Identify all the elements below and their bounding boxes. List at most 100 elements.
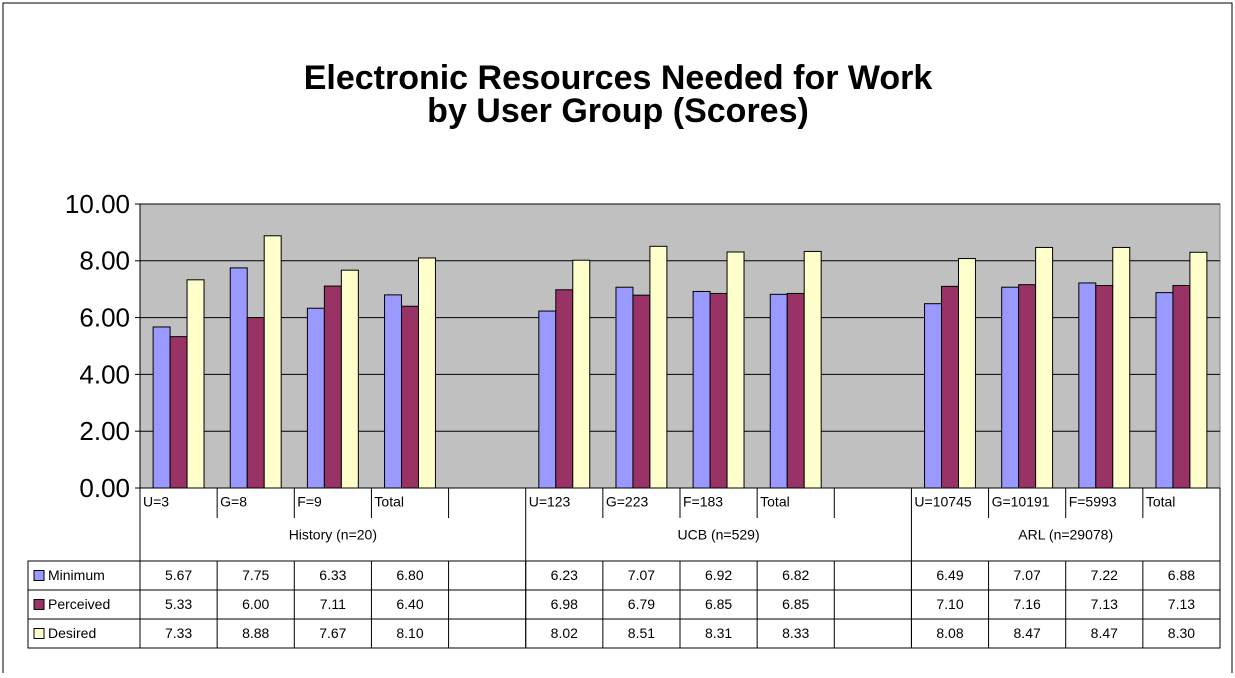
bar — [401, 305, 419, 489]
table-value: 7.07 — [1014, 567, 1041, 583]
legend-label: Minimum — [48, 567, 105, 583]
bar — [246, 317, 265, 489]
y-tick-label: 6.00 — [79, 302, 130, 332]
bar — [709, 292, 728, 489]
table-value: 8.08 — [936, 625, 963, 641]
bar — [306, 307, 325, 489]
table-value: 6.80 — [396, 567, 423, 583]
group-label: History (n=20) — [289, 527, 377, 543]
y-tick-label: 2.00 — [79, 416, 130, 446]
table-value: 8.88 — [242, 625, 269, 641]
table-value: 6.85 — [705, 596, 732, 612]
bar — [1095, 285, 1114, 489]
y-tick-label: 0.00 — [79, 473, 130, 503]
legend-key — [33, 570, 45, 581]
x-tick-label: U=10745 — [914, 494, 971, 510]
y-tick-label: 10.00 — [65, 189, 130, 219]
table-value: 5.67 — [165, 567, 192, 583]
bar — [340, 269, 359, 489]
bar — [692, 290, 711, 489]
table-value: 6.92 — [705, 567, 732, 583]
bar — [726, 251, 745, 489]
bar — [1001, 286, 1020, 489]
bar — [957, 258, 976, 489]
x-tick-label: F=183 — [683, 494, 723, 510]
x-tick-label: Total — [1146, 494, 1176, 510]
bar — [1018, 284, 1037, 489]
bar — [384, 294, 403, 489]
bar — [1035, 246, 1054, 489]
legend-key — [33, 628, 45, 639]
x-tick-label: U=123 — [529, 494, 571, 510]
legend-label: Perceived — [48, 596, 110, 612]
table-value: 7.22 — [1091, 567, 1118, 583]
bar — [169, 336, 188, 489]
x-tick-label: F=9 — [297, 494, 322, 510]
table-value: 7.10 — [936, 596, 963, 612]
table-value: 6.49 — [936, 567, 963, 583]
plot-area — [139, 203, 1221, 489]
bar — [1078, 282, 1097, 489]
x-tick-label: Total — [760, 494, 790, 510]
table-value: 7.13 — [1168, 596, 1195, 612]
chart-title: Electronic Resources Needed for Work — [304, 59, 933, 97]
bar — [649, 245, 668, 489]
bar — [1155, 292, 1174, 489]
table-value: 6.98 — [551, 596, 578, 612]
x-tick-label: G=223 — [606, 494, 649, 510]
x-tick-label: U=3 — [143, 494, 169, 510]
legend-label: Desired — [48, 625, 96, 641]
bar — [186, 279, 205, 489]
table-value: 6.85 — [782, 596, 809, 612]
table-value: 8.47 — [1014, 625, 1041, 641]
bar — [538, 310, 557, 489]
bar — [615, 286, 634, 489]
bar — [417, 257, 436, 489]
bar — [229, 267, 248, 489]
bar — [769, 293, 788, 489]
data-table-border — [27, 560, 1221, 649]
y-tick-label: 8.00 — [79, 246, 130, 276]
chart-subtitle: by User Group (Scores) — [427, 92, 809, 130]
table-value: 8.30 — [1168, 625, 1195, 641]
bar — [152, 326, 171, 489]
table-value: 7.33 — [165, 625, 192, 641]
x-tick-label: Total — [374, 494, 404, 510]
table-value: 8.51 — [628, 625, 655, 641]
bar — [572, 259, 591, 489]
bar — [263, 235, 282, 489]
bar — [786, 292, 805, 489]
bar — [941, 285, 959, 489]
x-tick-label: G=8 — [220, 494, 247, 510]
bar — [803, 250, 822, 489]
table-value: 7.16 — [1014, 596, 1041, 612]
table-value: 6.88 — [1168, 567, 1195, 583]
table-value: 7.67 — [319, 625, 346, 641]
table-value: 8.10 — [396, 625, 423, 641]
table-value: 6.40 — [396, 596, 423, 612]
group-label: UCB (n=529) — [678, 527, 760, 543]
table-value: 8.31 — [705, 625, 732, 641]
table-value: 7.11 — [320, 596, 346, 612]
bar — [555, 289, 574, 489]
table-value: 7.07 — [628, 567, 655, 583]
table-value: 8.02 — [551, 625, 578, 641]
bar — [1189, 251, 1208, 489]
x-tick-label: F=5993 — [1069, 494, 1117, 510]
x-tick-label: G=10191 — [992, 494, 1050, 510]
table-value: 7.13 — [1091, 596, 1118, 612]
table-value: 7.75 — [242, 567, 269, 583]
table-value: 8.33 — [782, 625, 809, 641]
y-tick-label: 4.00 — [79, 359, 130, 389]
legend-key — [33, 599, 45, 610]
bar — [323, 285, 342, 489]
table-value: 6.00 — [242, 596, 269, 612]
bar — [1172, 285, 1191, 489]
bar — [1112, 246, 1131, 489]
table-value: 6.82 — [782, 567, 809, 583]
group-label: ARL (n=29078) — [1018, 527, 1113, 543]
bar — [632, 294, 651, 489]
